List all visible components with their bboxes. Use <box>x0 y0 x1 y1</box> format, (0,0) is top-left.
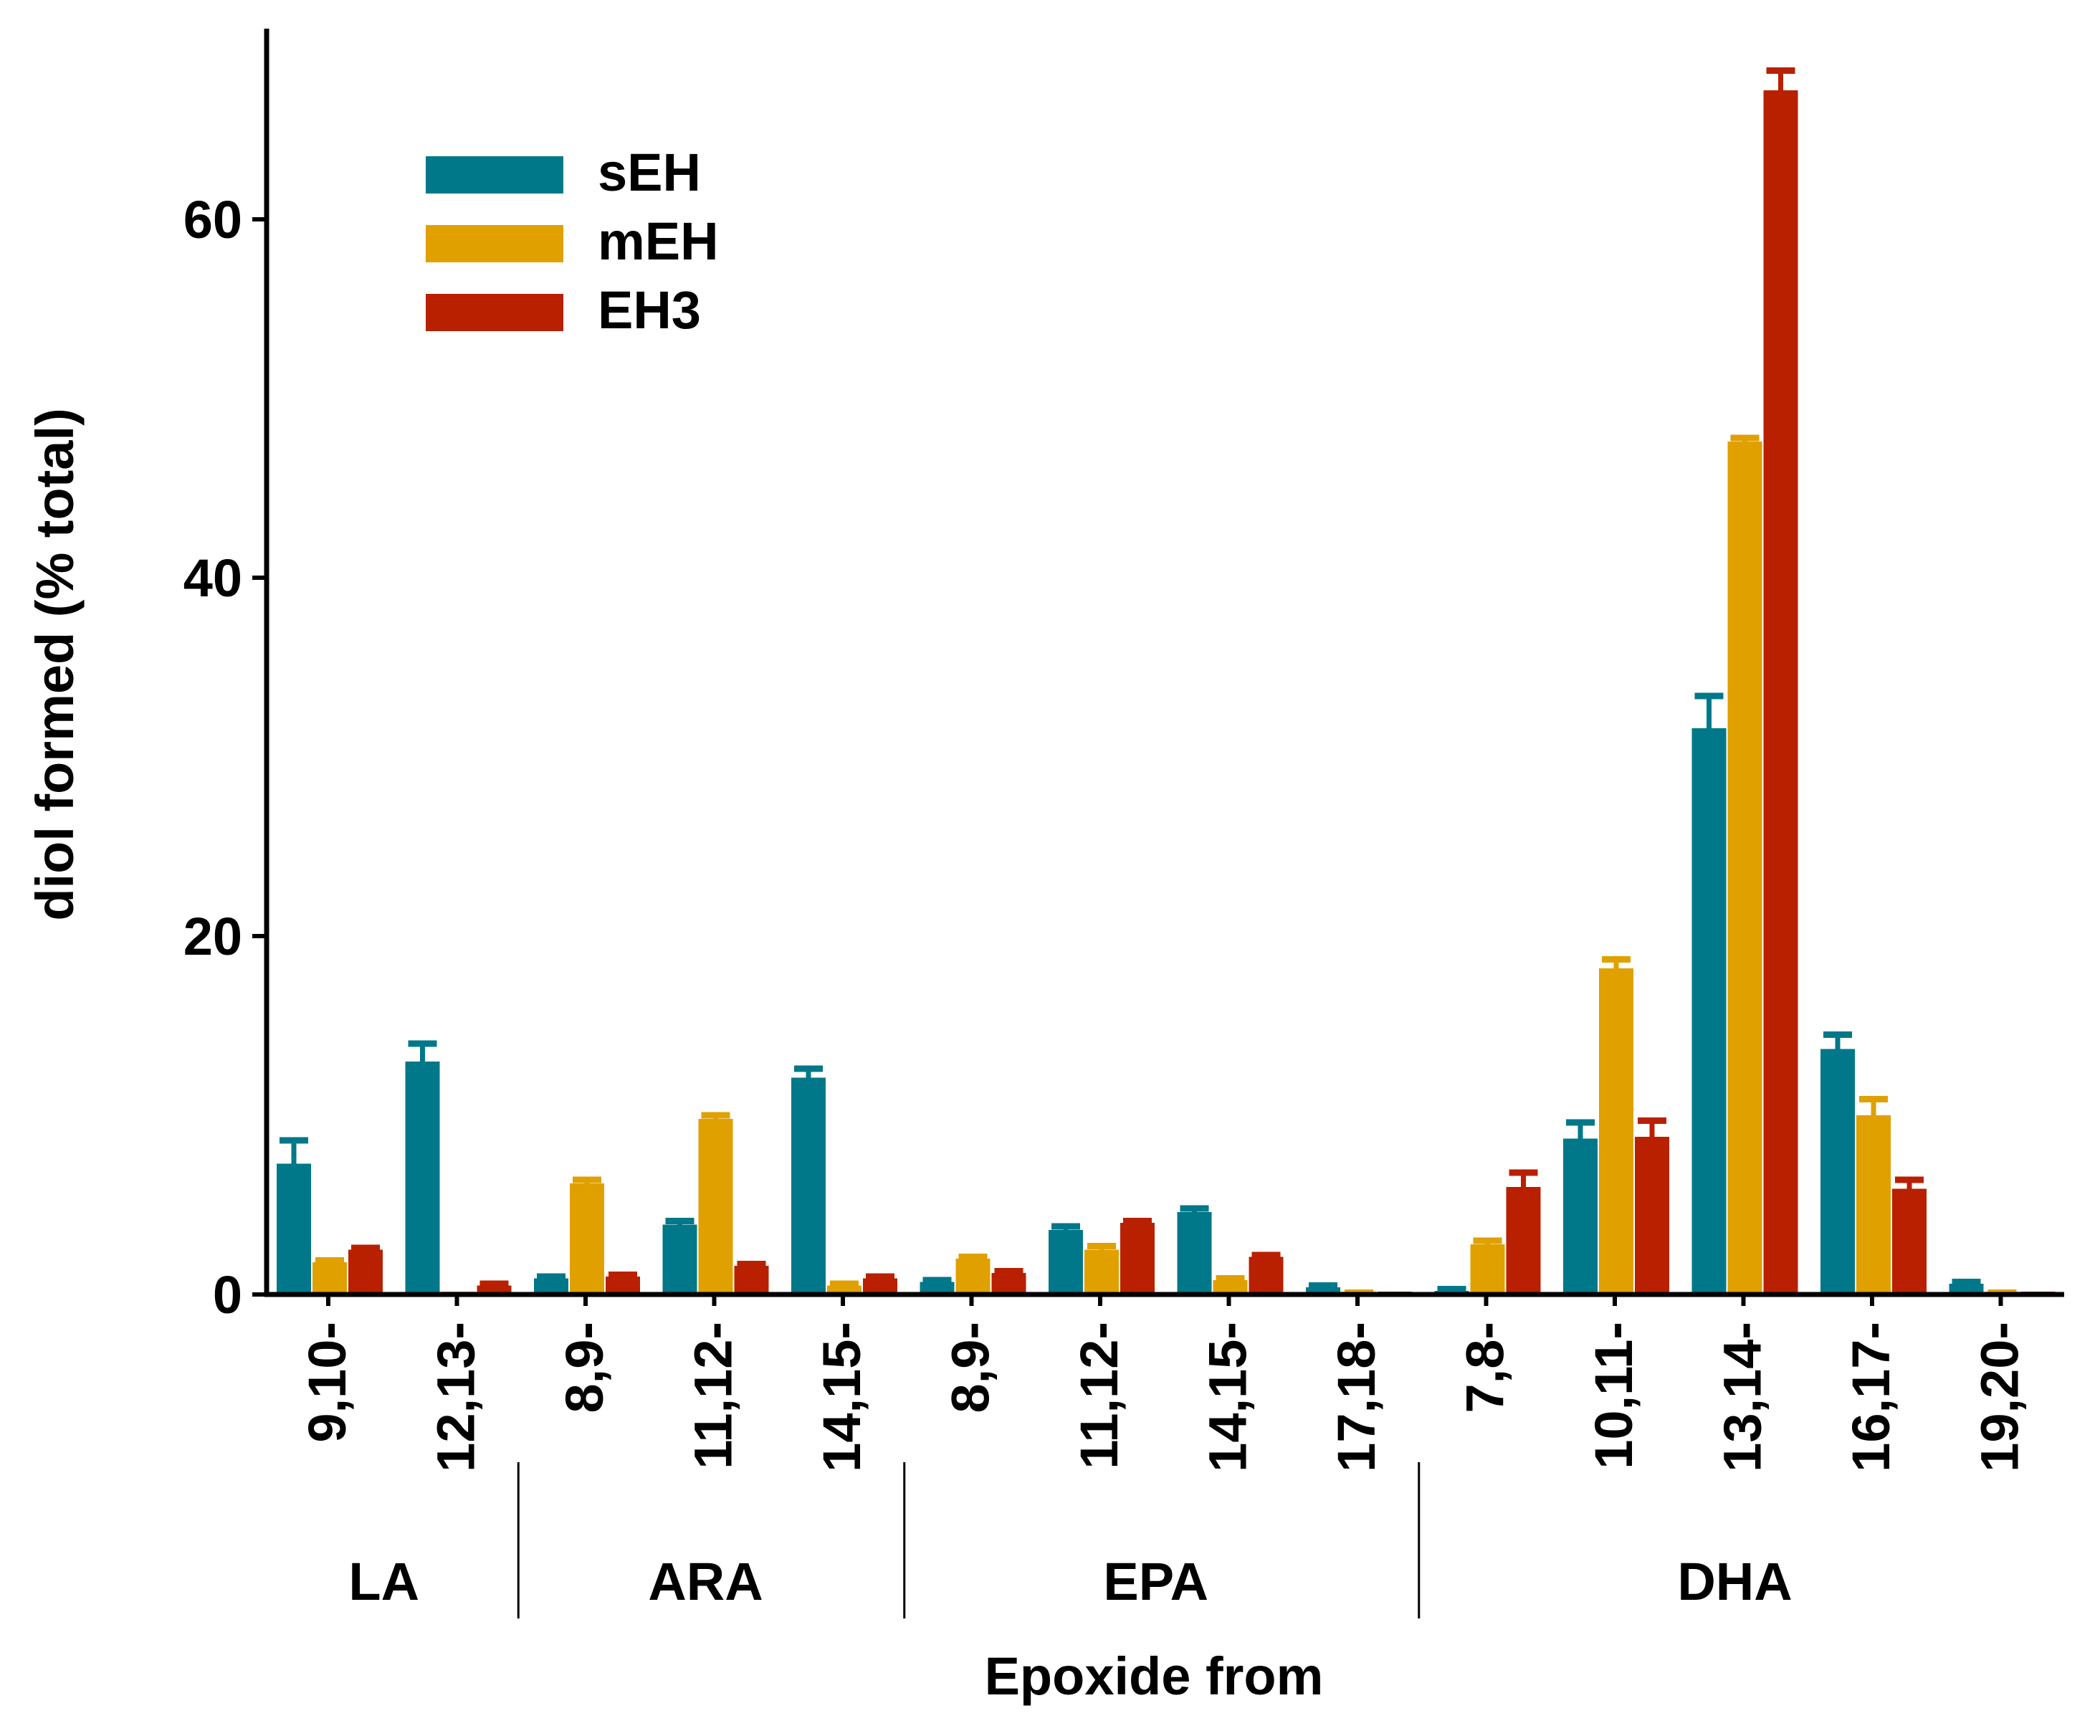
x-tick-label-2: 8,9- <box>555 1322 614 1413</box>
bar-sEH-0 <box>277 1163 311 1294</box>
bar-EH3-10 <box>1635 1137 1669 1294</box>
y-ticks-layer: 0 20 40 60 <box>183 190 267 1325</box>
bar-sEH-1 <box>405 1062 440 1294</box>
axes-layer <box>264 29 2064 1306</box>
group-label-DHA: DHA <box>1677 1552 1792 1611</box>
x-tick-label-10: 10,11- <box>1584 1322 1643 1469</box>
legend-swatch-sEH <box>426 156 563 194</box>
x-tick-label-9: 7,8- <box>1456 1322 1515 1413</box>
y-tick-label-60: 60 <box>183 190 242 249</box>
x-tick-label-3: 11,12- <box>684 1322 743 1469</box>
bar-EH3-9 <box>1506 1187 1541 1294</box>
bar-sEH-11 <box>1691 728 1727 1294</box>
group-label-ARA: ARA <box>648 1552 763 1611</box>
bar-mEH-6 <box>1084 1249 1119 1294</box>
bar-sEH-12 <box>1820 1049 1855 1294</box>
bar-EH3-0 <box>348 1249 383 1294</box>
bar-sEH-3 <box>662 1224 697 1294</box>
x-tick-label-7: 14,15- <box>1198 1322 1258 1472</box>
error-bars-layer <box>280 67 2017 1296</box>
legend-label-sEH: sEH <box>598 143 701 202</box>
bar-mEH-5 <box>955 1259 991 1294</box>
x-tick-label-4: 14,15- <box>812 1322 872 1472</box>
bar-sEH-8 <box>1306 1287 1340 1294</box>
x-tick-label-12: 16,17- <box>1841 1322 1901 1472</box>
group-label-EPA: EPA <box>1103 1552 1208 1611</box>
bar-sEH-10 <box>1563 1138 1598 1294</box>
legend-label-mEH: mEH <box>598 211 719 271</box>
bar-mEH-10 <box>1599 968 1633 1294</box>
legend-swatch-mEH <box>426 225 563 262</box>
bar-sEH-7 <box>1177 1212 1212 1294</box>
bar-mEH-3 <box>698 1119 733 1294</box>
y-tick-label-0: 0 <box>213 1265 242 1325</box>
bar-mEH-2 <box>570 1183 604 1294</box>
bar-EH3-5 <box>991 1273 1026 1294</box>
legend-label-EH3: EH3 <box>598 280 701 340</box>
group-labels: LA ARA EPA DHA <box>348 1462 1793 1618</box>
x-category-labels: 9,10- 12,13- 8,9- 11,12- 14,15- 8,9- 11,12- 14,… <box>297 1322 2030 1472</box>
bars-layer <box>277 90 2056 1294</box>
x-axis-label: Epoxide from <box>985 1646 1324 1706</box>
bar-sEH-13 <box>1949 1284 1984 1294</box>
bar-EH3-11 <box>1763 90 1798 1294</box>
bar-sEH-4 <box>791 1077 826 1294</box>
bar-EH3-6 <box>1120 1223 1155 1294</box>
bar-EH3-3 <box>734 1266 769 1294</box>
bar-mEH-12 <box>1856 1115 1891 1294</box>
bar-EH3-12 <box>1892 1188 1927 1294</box>
x-tick-label-6: 11,12- <box>1069 1322 1129 1469</box>
bar-sEH-6 <box>1049 1230 1083 1294</box>
x-tick-label-8: 17,18- <box>1327 1322 1386 1472</box>
legend: sEH mEH EH3 <box>426 143 719 340</box>
y-tick-label-20: 20 <box>183 907 242 966</box>
x-tick-label-1: 12,13- <box>426 1322 486 1472</box>
y-tick-label-40: 40 <box>183 548 242 608</box>
bar-EH3-7 <box>1249 1256 1284 1294</box>
bar-mEH-7 <box>1213 1280 1248 1294</box>
x-tick-label-13: 19,20- <box>1970 1322 2030 1472</box>
bar-mEH-9 <box>1470 1244 1505 1294</box>
bar-mEH-0 <box>312 1262 347 1294</box>
bar-sEH-2 <box>534 1278 568 1294</box>
x-tick-label-0: 9,10- <box>297 1322 357 1443</box>
x-tick-label-5: 8,9- <box>941 1322 1001 1413</box>
bar-sEH-5 <box>920 1282 955 1294</box>
bar-mEH-11 <box>1727 442 1762 1294</box>
legend-swatch-EH3 <box>426 294 563 331</box>
x-tick-label-11: 13,14- <box>1713 1322 1772 1472</box>
group-label-LA: LA <box>348 1552 419 1611</box>
y-axis-label: diol formed (% total) <box>25 408 85 920</box>
bar-EH3-4 <box>863 1278 897 1294</box>
bar-EH3-2 <box>606 1277 640 1294</box>
